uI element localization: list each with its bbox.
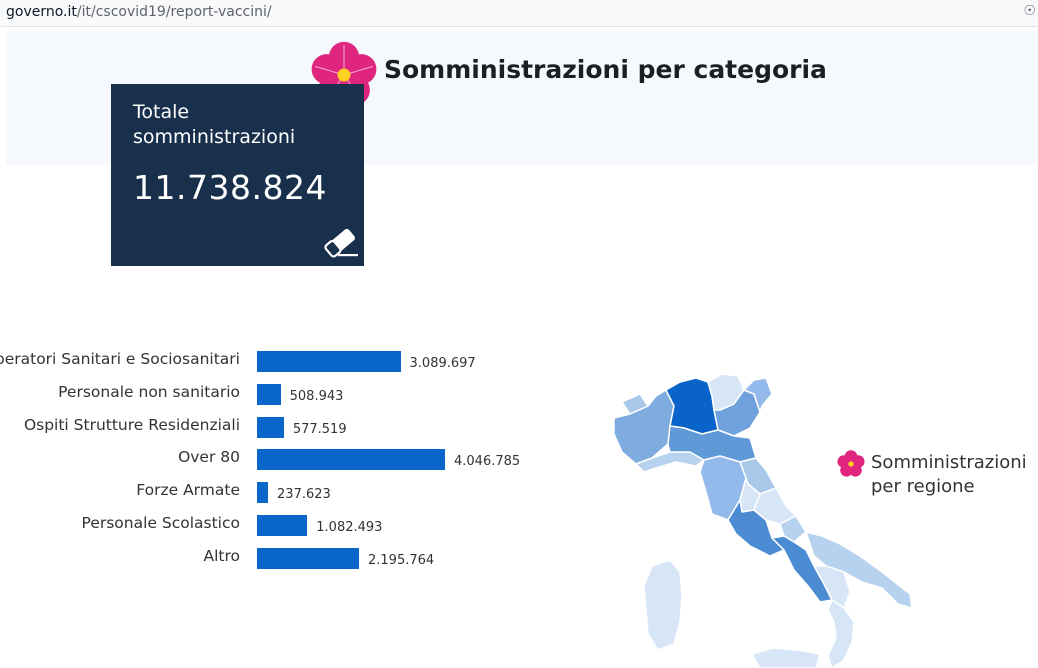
map-region-veneto — [713, 389, 761, 437]
bar-value-label: 3.089.697 — [409, 356, 476, 371]
page-title: Somministrazioni per categoria — [384, 55, 827, 84]
address-bar[interactable]: governo.it/it/cscovid19/report-vaccini/ … — [0, 0, 1038, 27]
category-label: Altro — [203, 546, 240, 565]
category-bar[interactable] — [257, 383, 281, 405]
total-label: Totale somministrazioni — [133, 101, 296, 148]
category-label: Personale Scolastico — [81, 514, 240, 532]
category-bar-chart: Operatori Sanitari e Sociosanitari 3.089.… — [0, 340, 560, 580]
category-label: Ospiti Strutture Residenziali — [23, 415, 240, 434]
bar-value-label: 2.195.764 — [368, 552, 435, 568]
primrose-flower-small-icon — [837, 450, 865, 477]
category-bar[interactable] — [257, 515, 308, 536]
category-label: Forze Armate — [136, 481, 240, 500]
italy-region-map — [613, 373, 913, 668]
bar-value-label: 577.519 — [292, 421, 347, 437]
bar-value-label: 1.082.493 — [316, 520, 383, 535]
url-text[interactable]: governo.it/it/cscovid19/report-vaccini/ — [6, 4, 272, 20]
map-region-friuli — [743, 377, 773, 413]
map-region-liguria — [635, 451, 705, 473]
map-region-basilicata — [813, 565, 851, 609]
browser-info-icon[interactable]: ☉ — [1023, 3, 1036, 19]
category-bar[interactable] — [257, 547, 359, 569]
url-domain: governo.it — [6, 4, 77, 20]
bar-value-label: 237.623 — [277, 487, 331, 503]
category-label: Operatori Sanitari e Sociosanitari — [0, 350, 240, 368]
category-bar[interactable] — [257, 351, 401, 372]
category-bar[interactable] — [257, 449, 445, 471]
bar-value-label: 4.046.785 — [454, 454, 521, 470]
total-card: Totale somministrazioni 11.738.824 — [111, 84, 364, 266]
eraser-icon[interactable] — [322, 226, 360, 258]
category-label: Over 80 — [178, 448, 240, 467]
map-region-calabria — [827, 599, 855, 668]
url-path: /it/cscovid19/report-vaccini/ — [76, 4, 272, 20]
category-bar[interactable] — [257, 482, 269, 504]
total-value: 11.738.824 — [133, 168, 327, 207]
category-bar[interactable] — [257, 416, 284, 438]
map-legend-title: Somministrazioni per regione — [871, 452, 1027, 497]
map-region-sardegna — [643, 559, 683, 651]
bar-value-label: 508.943 — [289, 388, 344, 404]
category-label: Personale non sanitario — [58, 382, 240, 401]
map-region-sicilia — [751, 647, 821, 668]
map-region-molise — [779, 515, 807, 543]
